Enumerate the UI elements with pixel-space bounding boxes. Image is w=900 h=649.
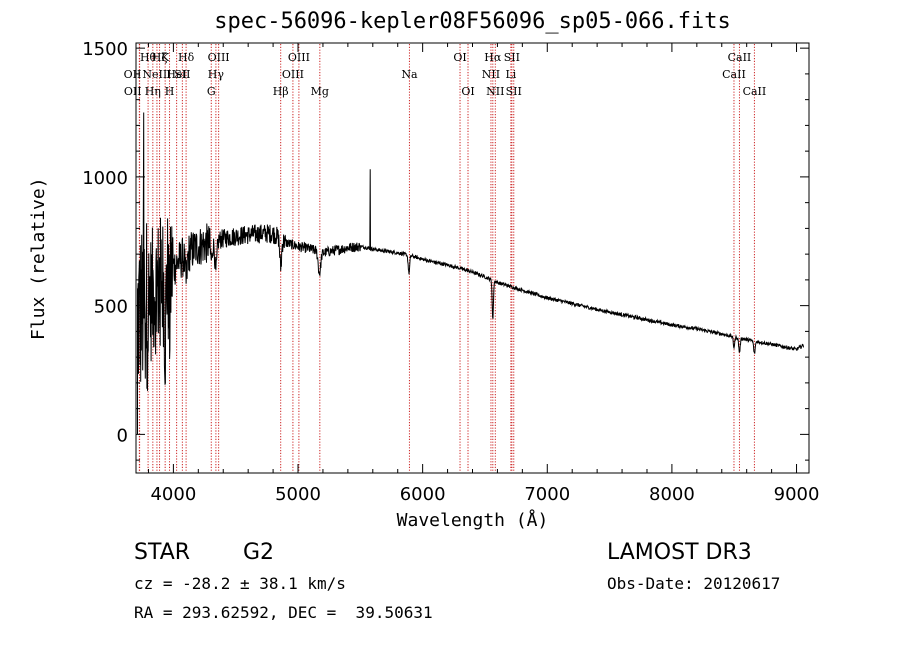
x-axis-label: Wavelength (Å) xyxy=(396,510,549,531)
spectrum-series xyxy=(137,112,805,435)
line-marker-label: OII xyxy=(124,85,142,98)
x-axis-ticks: 4000 5000 6000 7000 8000 9000 xyxy=(147,43,820,505)
line-markers xyxy=(138,44,755,472)
line-marker-label: SII xyxy=(504,51,520,64)
line-marker-label: SII xyxy=(506,85,522,98)
ra-dec: RA = 293.62592, DEC = 39.50631 xyxy=(134,603,433,622)
line-marker-label: OIII xyxy=(282,68,304,81)
x-tick-label: 9000 xyxy=(774,484,820,505)
x-tick-label: 8000 xyxy=(649,484,695,505)
y-tick-label: 0 xyxy=(117,425,128,446)
line-marker-label: Mg xyxy=(311,85,329,98)
line-marker-label: Hθ xyxy=(140,51,157,64)
line-marker-label: Hδ xyxy=(178,51,195,64)
subclass: G2 xyxy=(243,540,275,565)
line-marker-label: HeI xyxy=(166,68,186,81)
line-marker-label: NII xyxy=(482,68,500,81)
obs-date: Obs-Date: 20120617 xyxy=(607,574,781,593)
y-tick-label: 1000 xyxy=(82,168,128,189)
line-marker-label: OIII xyxy=(288,51,310,64)
y-tick-label: 500 xyxy=(94,297,128,318)
line-marker-label: Hγ xyxy=(208,68,225,81)
line-marker-label: K xyxy=(161,51,170,64)
x-tick-label: 7000 xyxy=(524,484,570,505)
line-marker-labels: OIIOIIHθHηNeIIIHζKHHeISIIHδGHγOIIIHβOIII… xyxy=(124,51,767,98)
spectrum-line xyxy=(137,112,805,435)
line-marker-label: Hβ xyxy=(273,85,289,98)
y-axis-label: Flux (relative) xyxy=(28,177,49,340)
redshift-cz: cz = -28.2 ± 38.1 km/s xyxy=(134,574,346,593)
line-marker-label: OI xyxy=(461,85,474,98)
line-marker-label: Na xyxy=(401,68,418,81)
line-marker-label: Hα xyxy=(484,51,502,64)
plot-frame xyxy=(135,42,810,474)
line-marker-label: CaII xyxy=(743,85,767,98)
line-marker-label: OIII xyxy=(208,51,230,64)
x-tick-label: 4000 xyxy=(150,484,196,505)
line-marker-label: NeIII xyxy=(142,68,171,81)
line-marker-label: OII xyxy=(124,68,142,81)
line-marker-label: NII xyxy=(486,85,504,98)
chart-title: spec-56096-kepler08F56096_sp05-066.fits xyxy=(214,9,731,34)
line-marker-label: H xyxy=(165,85,175,98)
y-axis-ticks: 0 500 1000 1500 xyxy=(82,39,809,461)
object-class: STAR xyxy=(134,540,191,565)
line-marker-label: G xyxy=(207,85,216,98)
line-marker-label: CaII xyxy=(728,51,752,64)
line-marker-label: CaII xyxy=(722,68,746,81)
line-marker-label: OI xyxy=(453,51,466,64)
line-marker-label: SII xyxy=(174,68,190,81)
y-tick-label: 1500 xyxy=(82,39,128,60)
x-tick-label: 5000 xyxy=(275,484,321,505)
line-marker-label: Hζ xyxy=(152,51,168,64)
line-marker-label: Li xyxy=(505,68,516,81)
line-marker-label: Hη xyxy=(145,85,161,98)
survey-name: LAMOST DR3 xyxy=(607,540,752,565)
x-tick-label: 6000 xyxy=(400,484,446,505)
